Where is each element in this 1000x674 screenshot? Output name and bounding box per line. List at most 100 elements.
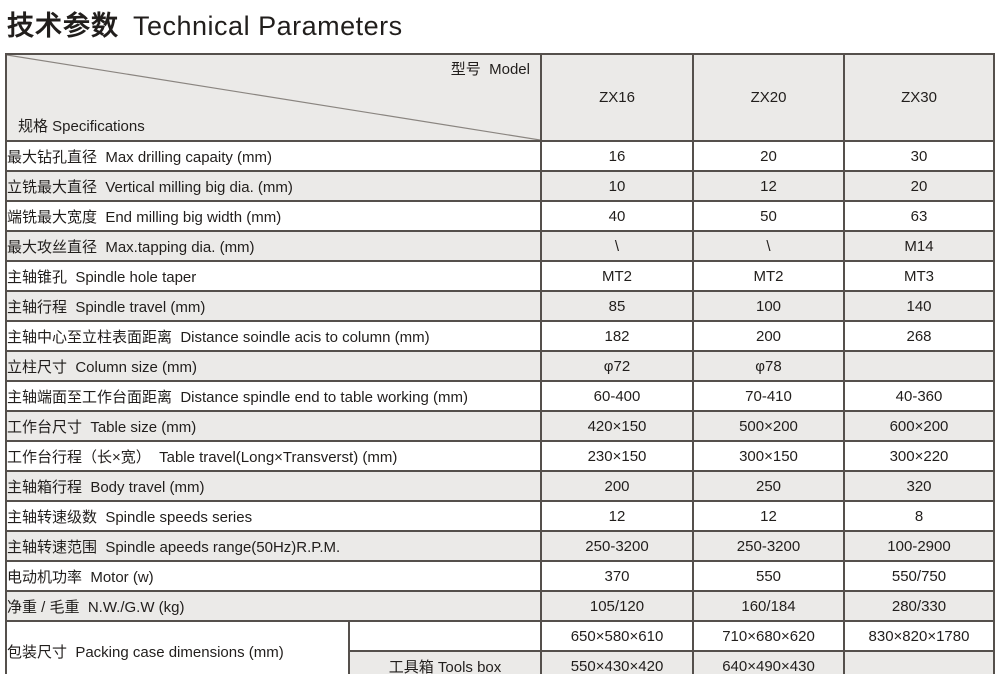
table-row: 最大攻丝直径 Max.tapping dia. (mm) \ \ M14 — [5, 230, 995, 262]
value-cell: 100-2900 — [843, 530, 995, 562]
table-row: 主轴行程 Spindle travel (mm) 85 100 140 — [5, 290, 995, 322]
packing-row: 工具箱 Tools box 550×430×420 640×490×430 — [6, 650, 995, 674]
spec-label-cell: 主轴中心至立柱表面距离 Distance soindle acis to col… — [5, 320, 542, 352]
technical-parameters-table: 规格 Specifications 型号 Model ZX16 ZX20 ZX3… — [5, 53, 995, 674]
page-title-en: Technical Parameters — [133, 11, 403, 41]
table-row: 主轴端面至工作台面距离 Distance spindle end to tabl… — [5, 380, 995, 412]
spec-label-cell: 立铣最大直径 Vertical milling big dia. (mm) — [5, 170, 542, 202]
value-cell: 70-410 — [692, 380, 845, 412]
value-cell: 280/330 — [843, 590, 995, 622]
value-cell: 650×580×610 — [540, 620, 694, 652]
value-cell: 140 — [843, 290, 995, 322]
value-cell: \ — [692, 230, 845, 262]
packing-label-cell: 包装尺寸 Packing case dimensions (mm) — [5, 620, 350, 674]
value-cell: M14 — [843, 230, 995, 262]
model-label: 型号 Model — [450, 61, 530, 78]
value-cell: 100 — [692, 290, 845, 322]
value-cell: 200 — [540, 470, 694, 502]
value-cell: 12 — [540, 500, 694, 532]
value-cell: 550×430×420 — [540, 650, 694, 674]
value-cell: 50 — [692, 200, 845, 232]
table-row: 主轴转速范围 Spindle apeeds range(50Hz)R.P.M. 2… — [5, 530, 995, 562]
table-row: 电动机功率 Motor (w) 370 550 550/750 — [5, 560, 995, 592]
column-header-zx16: ZX16 — [540, 53, 694, 142]
tools-box-cell: 工具箱 Tools box — [348, 650, 542, 674]
value-cell: 20 — [692, 140, 845, 172]
value-cell: 640×490×430 — [692, 650, 845, 674]
spec-label-cell: 主轴转速范围 Spindle apeeds range(50Hz)R.P.M. — [5, 530, 542, 562]
value-cell: 370 — [540, 560, 694, 592]
spec-label-cell: 主轴箱行程 Body travel (mm) — [5, 470, 542, 502]
corner-cell: 规格 Specifications 型号 Model — [5, 53, 542, 142]
table-row: 主轴锥孔 Spindle hole taper MT2 MT2 MT3 — [5, 260, 995, 292]
value-cell: 60-400 — [540, 380, 694, 412]
table-row: 工作台尺寸 Table size (mm) 420×150 500×200 600×2… — [5, 410, 995, 442]
value-cell: 320 — [843, 470, 995, 502]
spec-label-cell: 电动机功率 Motor (w) — [5, 560, 542, 592]
value-cell: 250-3200 — [692, 530, 845, 562]
table-body: 最大钻孔直径 Max drilling capaity (mm) 16 20 30 立铣… — [5, 140, 995, 674]
value-cell: 200 — [692, 320, 845, 352]
value-cell — [843, 650, 995, 674]
value-cell: 12 — [692, 170, 845, 202]
packing-row: 包装尺寸 Packing case dimensions (mm) 650×580… — [5, 620, 995, 674]
value-cell: 16 — [540, 140, 694, 172]
value-cell: 182 — [540, 320, 694, 352]
value-cell: 105/120 — [540, 590, 694, 622]
value-cell: 85 — [540, 290, 694, 322]
spec-label-cell: 端铣最大宽度 End milling big width (mm) — [5, 200, 542, 232]
value-cell: 300×220 — [843, 440, 995, 472]
value-cell: 550/750 — [843, 560, 995, 592]
spec-label-cell: 主轴行程 Spindle travel (mm) — [5, 290, 542, 322]
header-row: 规格 Specifications 型号 Model ZX16 ZX20 ZX3… — [5, 53, 995, 142]
value-cell: 160/184 — [692, 590, 845, 622]
value-cell: 500×200 — [692, 410, 845, 442]
page-title: 技术参数 Technical Parameters — [7, 7, 1000, 45]
value-cell: 250 — [692, 470, 845, 502]
value-cell — [843, 350, 995, 382]
table-row: 立铣最大直径 Vertical milling big dia. (mm) 10 1… — [5, 170, 995, 202]
value-cell: 40-360 — [843, 380, 995, 412]
table-row: 最大钻孔直径 Max drilling capaity (mm) 16 20 30 — [5, 140, 995, 172]
table-row: 主轴箱行程 Body travel (mm) 200 250 320 — [5, 470, 995, 502]
column-header-zx30: ZX30 — [843, 53, 995, 142]
table-row: 主轴中心至立柱表面距离 Distance soindle acis to col… — [5, 320, 995, 352]
value-cell: 830×820×1780 — [843, 620, 995, 652]
value-cell: \ — [540, 230, 694, 262]
value-cell: 12 — [692, 500, 845, 532]
spec-label-cell: 立柱尺寸 Column size (mm) — [5, 350, 542, 382]
value-cell: 268 — [843, 320, 995, 352]
value-cell: 10 — [540, 170, 694, 202]
spec-label-cell: 工作台尺寸 Table size (mm) — [5, 410, 542, 442]
value-cell: MT2 — [692, 260, 845, 292]
table-row: 工作台行程（长×宽） Table travel(Long×Transverst)… — [5, 440, 995, 472]
value-cell: 230×150 — [540, 440, 694, 472]
table-row: 立柱尺寸 Column size (mm) φ72 φ78 — [5, 350, 995, 382]
value-cell: 40 — [540, 200, 694, 232]
diagonal-divider-line — [7, 55, 540, 140]
spec-label-cell: 主轴转速级数 Spindle speeds series — [5, 500, 542, 532]
page-title-zh: 技术参数 — [7, 11, 119, 41]
value-cell: 30 — [843, 140, 995, 172]
column-header-zx20: ZX20 — [692, 53, 845, 142]
value-cell: 710×680×620 — [692, 620, 845, 652]
spec-label-cell: 主轴锥孔 Spindle hole taper — [5, 260, 542, 292]
spec-label-cell: 最大攻丝直径 Max.tapping dia. (mm) — [5, 230, 542, 262]
value-cell: φ78 — [692, 350, 845, 382]
table-row: 净重 / 毛重 N.W./G.W (kg) 105/120 160/184 280/3… — [5, 590, 995, 622]
value-cell: MT3 — [843, 260, 995, 292]
value-cell: 550 — [692, 560, 845, 592]
spec-label-cell: 工作台行程（长×宽） Table travel(Long×Transverst)… — [5, 440, 542, 472]
table-row: 端铣最大宽度 End milling big width (mm) 40 50 63 — [5, 200, 995, 232]
value-cell: 20 — [843, 170, 995, 202]
value-cell: 8 — [843, 500, 995, 532]
packing-sub-cell — [348, 620, 542, 652]
value-cell: 600×200 — [843, 410, 995, 442]
spec-label-cell: 最大钻孔直径 Max drilling capaity (mm) — [5, 140, 542, 172]
value-cell: 250-3200 — [540, 530, 694, 562]
value-cell: 300×150 — [692, 440, 845, 472]
value-cell: φ72 — [540, 350, 694, 382]
page: 技术参数 Technical Parameters 规格 Specificatio… — [0, 7, 1000, 674]
spec-label-cell: 主轴端面至工作台面距离 Distance spindle end to tabl… — [5, 380, 542, 412]
value-cell: 63 — [843, 200, 995, 232]
